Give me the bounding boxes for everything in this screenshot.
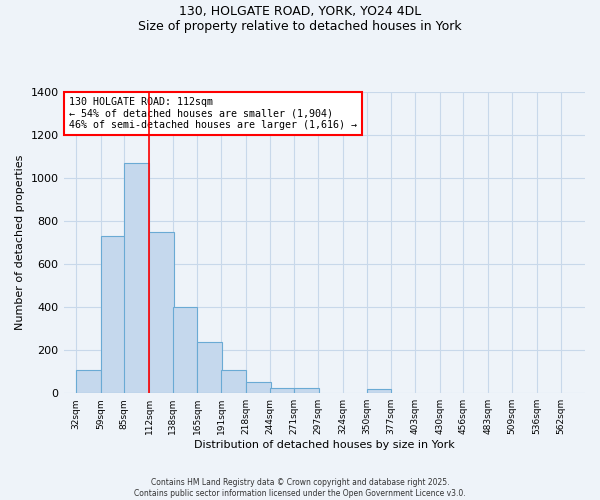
Bar [173, 307, 197, 393]
Bar [149, 232, 173, 393]
Text: 130 HOLGATE ROAD: 112sqm
← 54% of detached houses are smaller (1,904)
46% of sem: 130 HOLGATE ROAD: 112sqm ← 54% of detach… [69, 96, 357, 130]
Text: Contains HM Land Registry data © Crown copyright and database right 2025.
Contai: Contains HM Land Registry data © Crown c… [134, 478, 466, 498]
Bar [124, 163, 149, 393]
Bar [295, 388, 319, 393]
Text: 130, HOLGATE ROAD, YORK, YO24 4DL
Size of property relative to detached houses i: 130, HOLGATE ROAD, YORK, YO24 4DL Size o… [138, 5, 462, 33]
Bar [367, 389, 391, 393]
Bar [221, 370, 246, 393]
X-axis label: Distribution of detached houses by size in York: Distribution of detached houses by size … [194, 440, 455, 450]
Bar [76, 370, 101, 393]
Bar [197, 342, 222, 393]
Bar [269, 388, 295, 393]
Bar [101, 236, 125, 393]
Y-axis label: Number of detached properties: Number of detached properties [15, 155, 25, 330]
Bar [246, 382, 271, 393]
